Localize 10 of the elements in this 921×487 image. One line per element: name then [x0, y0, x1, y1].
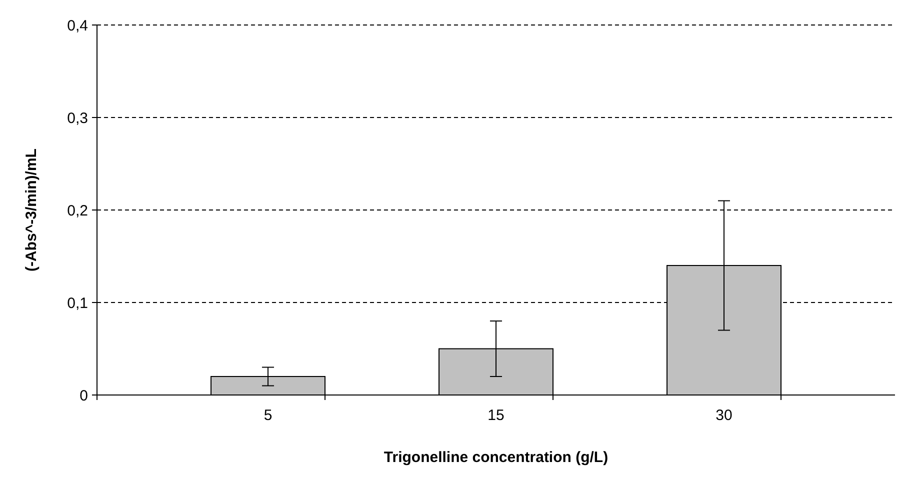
- y-tick-label: 0,2: [67, 202, 88, 220]
- x-tick-label: 15: [488, 407, 504, 424]
- y-tick-label: 0,1: [67, 294, 88, 312]
- y-tick-label: 0,3: [67, 110, 88, 127]
- x-tick-label: 30: [716, 407, 732, 424]
- x-tick-label: 5: [264, 407, 272, 424]
- y-tick-label: 0: [80, 387, 88, 404]
- y-tick-label: 0,4: [67, 17, 88, 34]
- x-axis-title: Trigonelline concentration (g/L): [384, 449, 608, 466]
- y-axis-title: (-Abs^-3/min)/mL: [23, 148, 40, 272]
